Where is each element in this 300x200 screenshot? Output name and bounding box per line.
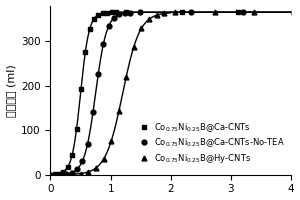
Co$_{0.75}$Ni$_{0.25}$B@Hy-CNTs — [155, 14, 158, 16]
Co$_{0.75}$Ni$_{0.25}$B@Hy-CNTs — [147, 18, 151, 20]
Co$_{0.75}$Ni$_{0.25}$B@Ca-CNTs-No-TEA — [102, 43, 105, 45]
Co$_{0.75}$Ni$_{0.25}$B@Hy-CNTs — [56, 173, 59, 176]
Co$_{0.75}$Ni$_{0.25}$B@Ca-CNTs — [88, 28, 92, 30]
Co$_{0.75}$Ni$_{0.25}$B@Ca-CNTs-No-TEA — [97, 72, 100, 75]
Co$_{0.75}$Ni$_{0.25}$B@Ca-CNTs — [110, 11, 113, 14]
Co$_{0.75}$Ni$_{0.25}$B@Ca-CNTs-No-TEA — [54, 173, 57, 176]
Co$_{0.75}$Ni$_{0.25}$B@Ca-CNTs-No-TEA — [190, 11, 193, 13]
Co$_{0.75}$Ni$_{0.25}$B@Ca-CNTs-No-TEA — [80, 160, 84, 163]
Co$_{0.75}$Ni$_{0.25}$B@Hy-CNTs — [86, 171, 90, 173]
Co$_{0.75}$Ni$_{0.25}$B@Ca-CNTs — [66, 166, 70, 168]
Co$_{0.75}$Ni$_{0.25}$B@Ca-CNTs-No-TEA — [70, 171, 74, 174]
Co$_{0.75}$Ni$_{0.25}$B@Hy-CNTs — [102, 158, 105, 160]
Co$_{0.75}$Ni$_{0.25}$B@Ca-CNTs-No-TEA — [118, 13, 121, 16]
Co$_{0.75}$Ni$_{0.25}$B@Ca-CNTs — [61, 171, 65, 173]
Co$_{0.75}$Ni$_{0.25}$B@Ca-CNTs — [49, 173, 52, 176]
Co$_{0.75}$Ni$_{0.25}$B@Ca-CNTs-No-TEA — [49, 173, 52, 176]
Y-axis label: 氢气体积 (ml): 氢气体积 (ml) — [6, 64, 16, 117]
Co$_{0.75}$Ni$_{0.25}$B@Ca-CNTs-No-TEA — [138, 11, 142, 13]
Co$_{0.75}$Ni$_{0.25}$B@Ca-CNTs — [57, 172, 61, 175]
Co$_{0.75}$Ni$_{0.25}$B@Hy-CNTs — [110, 140, 113, 142]
Co$_{0.75}$Ni$_{0.25}$B@Hy-CNTs — [94, 167, 98, 169]
Co$_{0.75}$Ni$_{0.25}$B@Ca-CNTs-No-TEA — [241, 11, 244, 13]
Co$_{0.75}$Ni$_{0.25}$B@Hy-CNTs — [71, 173, 75, 175]
Co$_{0.75}$Ni$_{0.25}$B@Hy-CNTs — [117, 110, 121, 112]
Co$_{0.75}$Ni$_{0.25}$B@Ca-CNTs — [124, 11, 128, 13]
Co$_{0.75}$Ni$_{0.25}$B@Ca-CNTs — [101, 12, 105, 14]
Co$_{0.75}$Ni$_{0.25}$B@Ca-CNTs — [70, 153, 74, 156]
Co$_{0.75}$Ni$_{0.25}$B@Ca-CNTs — [79, 88, 83, 90]
Co$_{0.75}$Ni$_{0.25}$B@Ca-CNTs-No-TEA — [128, 11, 132, 14]
Co$_{0.75}$Ni$_{0.25}$B@Ca-CNTs-No-TEA — [112, 16, 116, 19]
Co$_{0.75}$Ni$_{0.25}$B@Ca-CNTs-No-TEA — [86, 142, 89, 145]
Co$_{0.75}$Ni$_{0.25}$B@Ca-CNTs-No-TEA — [91, 111, 95, 113]
Co$_{0.75}$Ni$_{0.25}$B@Ca-CNTs — [92, 18, 96, 20]
Co$_{0.75}$Ni$_{0.25}$B@Ca-CNTs — [105, 11, 109, 14]
Co$_{0.75}$Ni$_{0.25}$B@Ca-CNTs-No-TEA — [292, 11, 296, 13]
Co$_{0.75}$Ni$_{0.25}$B@Hy-CNTs — [49, 173, 52, 176]
Line: Co$_{0.75}$Ni$_{0.25}$B@Hy-CNTs: Co$_{0.75}$Ni$_{0.25}$B@Hy-CNTs — [48, 10, 297, 177]
Co$_{0.75}$Ni$_{0.25}$B@Hy-CNTs — [79, 172, 83, 175]
Co$_{0.75}$Ni$_{0.25}$B@Ca-CNTs-No-TEA — [123, 12, 127, 14]
Co$_{0.75}$Ni$_{0.25}$B@Ca-CNTs — [75, 127, 78, 130]
Co$_{0.75}$Ni$_{0.25}$B@Hy-CNTs — [140, 27, 143, 30]
Co$_{0.75}$Ni$_{0.25}$B@Hy-CNTs — [292, 11, 296, 13]
Co$_{0.75}$Ni$_{0.25}$B@Ca-CNTs — [180, 11, 184, 13]
Co$_{0.75}$Ni$_{0.25}$B@Ca-CNTs — [97, 13, 100, 16]
Co$_{0.75}$Ni$_{0.25}$B@Ca-CNTs — [114, 11, 118, 13]
Co$_{0.75}$Ni$_{0.25}$B@Ca-CNTs — [84, 50, 87, 53]
Line: Co$_{0.75}$Ni$_{0.25}$B@Ca-CNTs: Co$_{0.75}$Ni$_{0.25}$B@Ca-CNTs — [48, 10, 297, 177]
Line: Co$_{0.75}$Ni$_{0.25}$B@Ca-CNTs-No-TEA: Co$_{0.75}$Ni$_{0.25}$B@Ca-CNTs-No-TEA — [48, 10, 297, 177]
Co$_{0.75}$Ni$_{0.25}$B@Ca-CNTs — [236, 11, 240, 13]
Legend: Co$_{0.75}$Ni$_{0.25}$B@Ca-CNTs, Co$_{0.75}$Ni$_{0.25}$B@Ca-CNTs-No-TEA, Co$_{0.: Co$_{0.75}$Ni$_{0.25}$B@Ca-CNTs, Co$_{0.… — [135, 119, 287, 167]
Co$_{0.75}$Ni$_{0.25}$B@Ca-CNTs — [292, 11, 296, 13]
Co$_{0.75}$Ni$_{0.25}$B@Hy-CNTs — [163, 12, 166, 15]
Co$_{0.75}$Ni$_{0.25}$B@Ca-CNTs-No-TEA — [107, 25, 111, 27]
Co$_{0.75}$Ni$_{0.25}$B@Hy-CNTs — [213, 11, 217, 13]
Co$_{0.75}$Ni$_{0.25}$B@Hy-CNTs — [64, 173, 67, 176]
Co$_{0.75}$Ni$_{0.25}$B@Ca-CNTs-No-TEA — [75, 168, 79, 171]
Co$_{0.75}$Ni$_{0.25}$B@Hy-CNTs — [124, 76, 128, 78]
Co$_{0.75}$Ni$_{0.25}$B@Hy-CNTs — [132, 46, 136, 48]
Co$_{0.75}$Ni$_{0.25}$B@Ca-CNTs — [53, 173, 56, 176]
Co$_{0.75}$Ni$_{0.25}$B@Hy-CNTs — [173, 11, 177, 13]
Co$_{0.75}$Ni$_{0.25}$B@Ca-CNTs-No-TEA — [64, 173, 68, 175]
Co$_{0.75}$Ni$_{0.25}$B@Ca-CNTs-No-TEA — [59, 173, 63, 176]
Co$_{0.75}$Ni$_{0.25}$B@Hy-CNTs — [253, 11, 256, 13]
